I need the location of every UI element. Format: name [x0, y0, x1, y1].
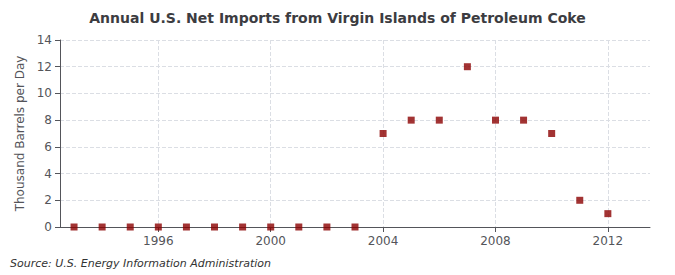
svg-text:2008: 2008 [480, 234, 511, 248]
svg-text:4: 4 [44, 167, 52, 181]
svg-text:2012: 2012 [593, 234, 624, 248]
svg-text:8: 8 [44, 113, 52, 127]
svg-text:1996: 1996 [143, 234, 174, 248]
svg-text:Source: U.S. Energy Informatio: Source: U.S. Energy Information Administ… [10, 257, 271, 270]
svg-text:10: 10 [37, 86, 52, 100]
svg-text:2004: 2004 [368, 234, 399, 248]
svg-text:Thousand Barrels per Day: Thousand Barrels per Day [13, 56, 27, 213]
svg-text:14: 14 [37, 33, 52, 47]
svg-text:Annual U.S. Net Imports from V: Annual U.S. Net Imports from Virgin Isla… [89, 10, 585, 26]
svg-text:0: 0 [44, 220, 52, 234]
svg-text:2: 2 [44, 193, 52, 207]
svg-text:12: 12 [37, 60, 52, 74]
svg-text:6: 6 [44, 140, 52, 154]
svg-text:2000: 2000 [255, 234, 286, 248]
